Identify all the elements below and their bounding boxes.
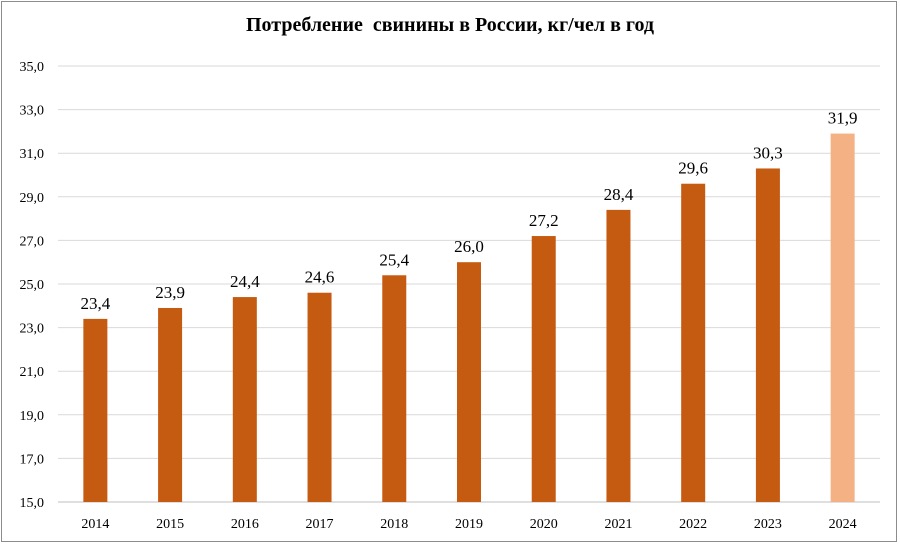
data-label-2024: 31,9: [828, 109, 858, 128]
y-tick-label: 25,0: [20, 278, 45, 293]
x-tick-label: 2022: [679, 517, 707, 532]
y-tick-label: 27,0: [20, 234, 45, 249]
y-tick-label: 35,0: [20, 60, 45, 75]
data-label-2015: 23,9: [155, 283, 185, 302]
bar-2024: [830, 133, 855, 502]
x-tick-label: 2019: [455, 517, 483, 532]
x-axis-tick-labels: 2014 2015 2016 2017 2018 2019 2020 2021 2022 2023…: [81, 517, 856, 532]
data-label-2021: 28,4: [604, 185, 634, 204]
bar-2021: [606, 209, 631, 502]
y-tick-label: 15,0: [20, 496, 45, 511]
bar-2018: [382, 275, 407, 502]
data-label-2022: 29,6: [678, 159, 708, 178]
y-tick-label: 23,0: [20, 322, 45, 337]
y-tick-label: 29,0: [20, 191, 45, 206]
x-tick-label: 2023: [754, 517, 782, 532]
bar-2015: [158, 307, 183, 502]
bar-2016: [232, 297, 257, 502]
y-tick-label: 17,0: [20, 452, 45, 467]
data-label-2014: 23,4: [80, 294, 110, 313]
data-label-2020: 27,2: [529, 211, 559, 230]
y-tick-label: 33,0: [20, 104, 45, 119]
data-labels: 23,4 23,9 24,4 24,6 25,4 26,0 27,2 28,4 29,6 30,3…: [80, 109, 857, 313]
data-label-2016: 24,4: [230, 272, 260, 291]
x-tick-label: 2018: [380, 517, 408, 532]
y-tick-label: 21,0: [20, 365, 45, 380]
bar-2019: [457, 262, 481, 502]
data-label-2018: 25,4: [379, 250, 409, 269]
bar-2022: [681, 183, 706, 502]
data-label-2023: 30,3: [753, 143, 783, 162]
chart-title: Потребление свинины в России, кг/чел в г…: [245, 14, 655, 36]
x-tick-label: 2015: [156, 517, 184, 532]
x-tick-label: 2014: [81, 517, 109, 532]
bar-2023: [755, 168, 780, 502]
y-tick-label: 31,0: [20, 147, 45, 162]
x-tick-label: 2017: [306, 517, 334, 532]
data-label-2017: 24,6: [305, 268, 335, 287]
bar-2017: [307, 292, 332, 502]
bar-2020: [531, 236, 556, 503]
data-label-2019: 26,0: [454, 237, 484, 256]
bars: [83, 133, 855, 503]
x-tick-label: 2024: [829, 517, 857, 532]
y-tick-label: 19,0: [20, 409, 45, 424]
bar-2014: [83, 318, 108, 502]
x-tick-label: 2021: [604, 517, 632, 532]
x-tick-label: 2020: [530, 517, 558, 532]
x-tick-label: 2016: [231, 517, 259, 532]
y-axis-tick-labels: 15,0 17,0 19,0 21,0 23,0 25,0 27,0 29,0 31,0 33,0…: [20, 60, 45, 511]
